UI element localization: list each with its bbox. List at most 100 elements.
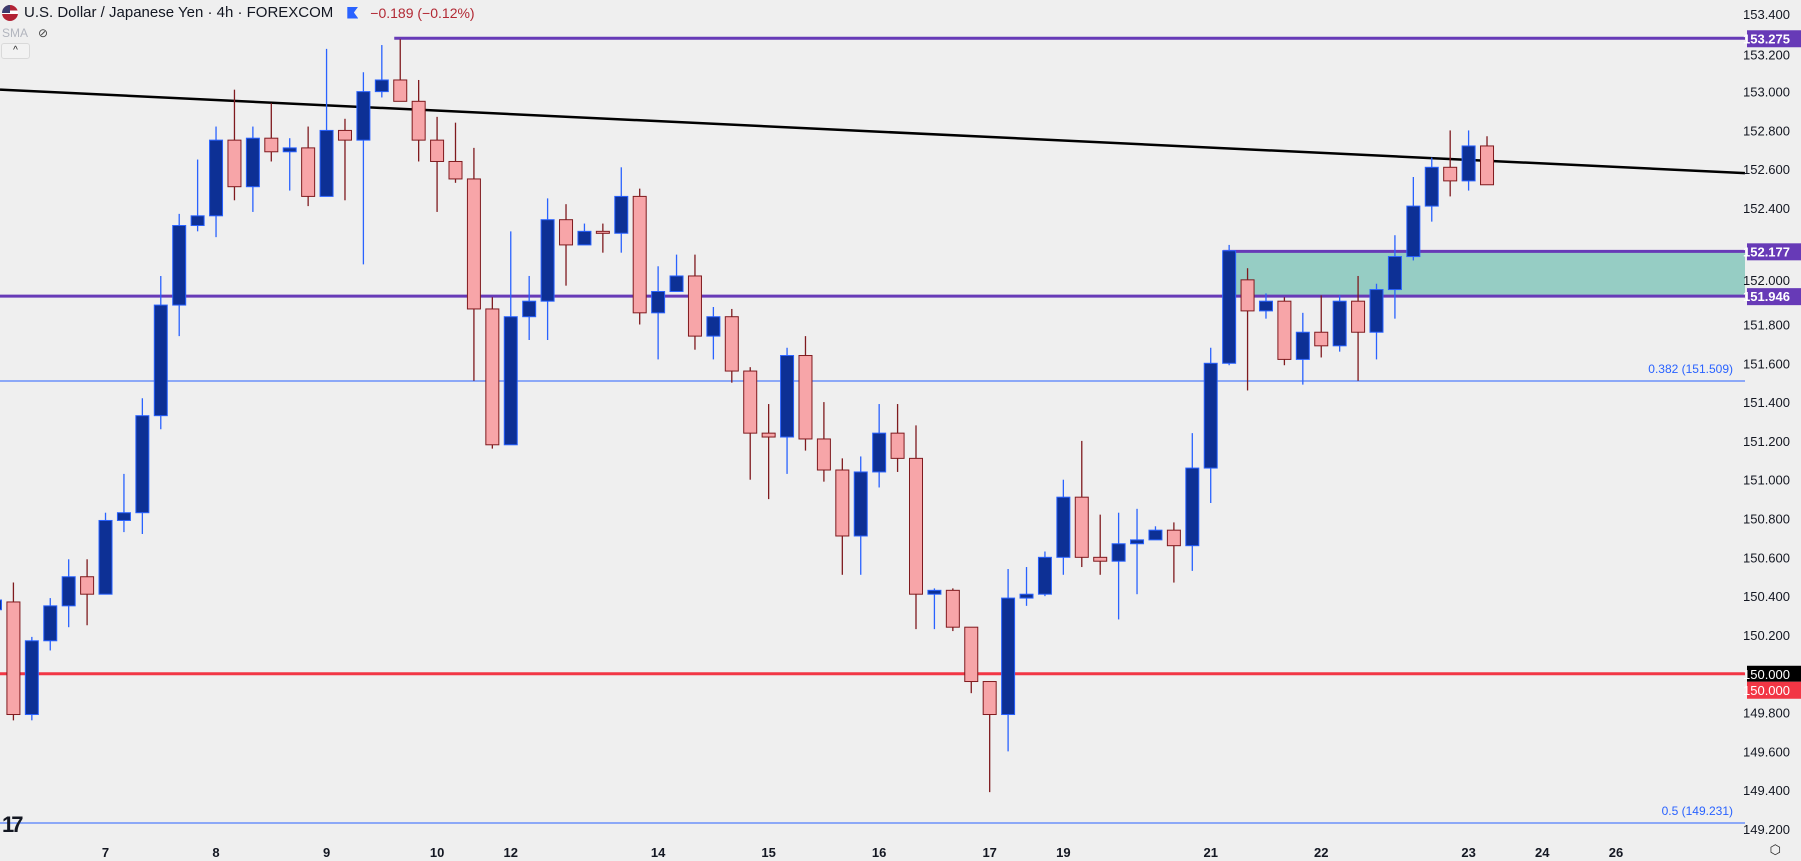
candle-down — [337, 129, 352, 141]
price-tick: 149.400 — [1743, 783, 1790, 798]
candle-down — [80, 576, 95, 595]
settings-icon[interactable]: ⬡ — [1769, 842, 1781, 857]
candle-up — [577, 230, 592, 246]
price-tick: 153.000 — [1743, 85, 1790, 100]
candle-up — [1369, 289, 1384, 333]
candle-up — [282, 147, 297, 153]
candle-down — [466, 178, 481, 310]
level-label: 153.275 — [1743, 31, 1790, 46]
date-tick: 8 — [212, 845, 219, 860]
candle-up — [614, 195, 629, 234]
fib-label: 0.5 (149.231) — [1662, 804, 1733, 818]
level-label-bg — [1747, 681, 1801, 699]
candle-down — [430, 139, 445, 162]
price-change: −0.189 (−0.12%) — [370, 4, 475, 21]
candle-up — [1295, 331, 1310, 360]
candle-up — [61, 576, 76, 607]
candle-down — [595, 230, 610, 234]
candle-down — [1314, 331, 1329, 347]
price-tick: 151.800 — [1743, 317, 1790, 332]
candle-down — [1093, 556, 1108, 562]
date-tick: 19 — [1056, 845, 1070, 860]
candle-up — [1056, 496, 1071, 558]
level-label-bg — [1747, 30, 1801, 48]
candle-up — [1461, 145, 1476, 182]
candle-up — [319, 129, 334, 197]
candle-down — [411, 100, 426, 141]
indicator-label[interactable]: SMA — [2, 26, 29, 40]
price-tick: 152.000 — [1743, 273, 1790, 288]
candle-up — [116, 512, 131, 521]
chevron-up-icon[interactable]: ^ — [1, 43, 30, 59]
us-flag-icon — [2, 4, 18, 21]
candle-down — [301, 147, 316, 197]
candle-down — [964, 626, 979, 683]
candle-up — [172, 225, 187, 306]
candle-up — [24, 640, 39, 716]
candle-up — [706, 316, 721, 337]
candle-down — [982, 681, 997, 716]
price-tick: 152.600 — [1743, 162, 1790, 177]
level-label: 150.000 — [1743, 683, 1790, 698]
date-tick: 26 — [1609, 845, 1623, 860]
date-tick: 17 — [982, 845, 996, 860]
date-tick: 24 — [1535, 845, 1550, 860]
candle-up — [1019, 593, 1034, 599]
candle-up — [245, 137, 260, 188]
candle-down — [1351, 300, 1366, 333]
candle-up — [522, 300, 537, 318]
candle-up — [780, 355, 795, 438]
candle-down — [743, 370, 758, 434]
candle-up — [1406, 205, 1421, 258]
candle-up — [651, 290, 666, 314]
date-tick: 22 — [1314, 845, 1328, 860]
candle-up — [853, 471, 868, 537]
candle-up — [1387, 256, 1402, 291]
candle-down — [559, 219, 574, 246]
candle-up — [135, 415, 150, 514]
candle-down — [1166, 529, 1181, 547]
candle-down — [798, 355, 813, 440]
eye-off-icon[interactable]: ⊘ — [38, 26, 49, 40]
last-price-label: 150.000 — [1743, 667, 1790, 682]
date-tick: 16 — [872, 845, 886, 860]
candle-down — [687, 275, 702, 337]
date-tick: 21 — [1203, 845, 1217, 860]
date-tick: 10 — [430, 845, 444, 860]
candle-down — [632, 195, 647, 314]
candle-up — [1001, 597, 1016, 716]
date-tick: 15 — [761, 845, 775, 860]
price-tick: 150.800 — [1743, 512, 1790, 527]
candle-down — [761, 432, 776, 438]
date-tick: 9 — [323, 845, 330, 860]
price-tick: 152.800 — [1743, 123, 1790, 138]
candle-up — [98, 519, 113, 595]
candle-down — [1074, 496, 1089, 558]
symbol-header[interactable]: U.S. Dollar / Japanese Yen · 4h · FOREXC… — [2, 4, 475, 21]
indicator-legend[interactable]: SMA ⊘ — [2, 26, 48, 40]
level-label: 152.177 — [1743, 244, 1790, 259]
market-flag-icon — [347, 6, 359, 19]
candle-down — [6, 601, 21, 716]
price-tick: 149.800 — [1743, 706, 1790, 721]
candle-up — [190, 215, 205, 227]
price-tick: 153.400 — [1743, 7, 1790, 22]
tradingview-logo-icon[interactable]: 17 — [2, 812, 24, 837]
price-tick: 150.400 — [1743, 589, 1790, 604]
candle-up — [503, 316, 518, 446]
price-tick: 151.600 — [1743, 356, 1790, 371]
candle-up — [209, 139, 224, 217]
candle-up — [1148, 529, 1163, 541]
candle-up — [927, 589, 942, 595]
price-tick: 149.600 — [1743, 744, 1790, 759]
candle-down — [1443, 166, 1458, 182]
fib-label: 0.382 (151.509) — [1648, 362, 1733, 376]
level-label-bg — [1747, 288, 1801, 306]
candle-down — [945, 589, 960, 628]
symbol-title[interactable]: U.S. Dollar / Japanese Yen · 4h · FOREXC… — [24, 4, 334, 21]
candle-down — [909, 457, 923, 595]
candle-up — [43, 605, 58, 642]
price-tick: 152.400 — [1743, 201, 1790, 216]
candle-down — [393, 79, 408, 102]
